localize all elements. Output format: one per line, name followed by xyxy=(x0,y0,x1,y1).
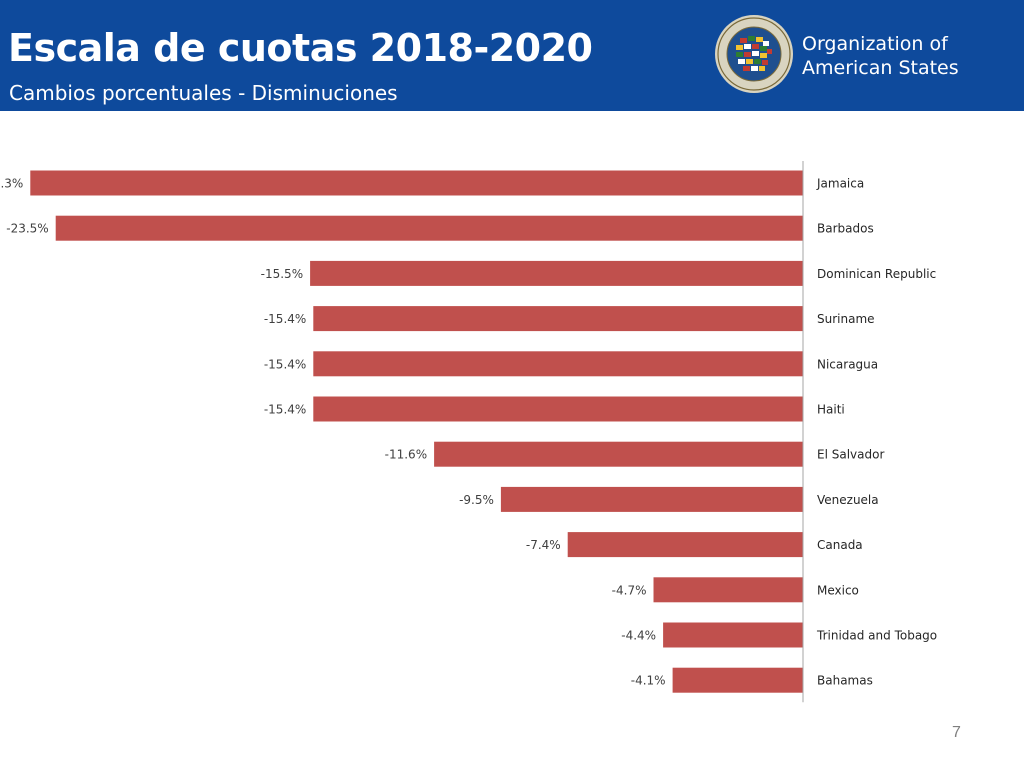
value-label: -11.6% xyxy=(385,448,427,462)
bar-suriname xyxy=(313,306,803,332)
oas-seal-icon xyxy=(715,15,793,93)
category-label: Jamaica xyxy=(816,177,864,191)
bar-bahamas xyxy=(672,667,803,693)
bars-layer xyxy=(30,170,804,693)
value-label: -4.4% xyxy=(621,629,656,643)
page-title: Escala de cuotas 2018-2020 xyxy=(8,26,593,70)
labels-layer: -24.3% Jamaica -23.5% Barbados -15.5% Dominic… xyxy=(0,177,937,688)
category-label: Barbados xyxy=(817,222,874,236)
bar-venezuela xyxy=(500,486,803,512)
value-label: -15.5% xyxy=(261,267,303,281)
category-label: Nicaragua xyxy=(817,357,878,371)
category-label: Mexico xyxy=(817,583,859,597)
bar-el-salvador xyxy=(434,441,803,467)
value-label: -15.4% xyxy=(264,312,306,326)
category-label: Dominican Republic xyxy=(817,267,936,281)
value-label: -4.1% xyxy=(631,674,666,688)
category-label: Trinidad and Tobago xyxy=(816,629,937,643)
category-label: El Salvador xyxy=(817,448,884,462)
bar-trinidad-and-tobago xyxy=(663,622,803,648)
bar-barbados xyxy=(55,215,803,241)
bar-nicaragua xyxy=(313,351,803,377)
header-bar: Escala de cuotas 2018-2020 Cambios porce… xyxy=(0,0,1024,111)
bar-dominican-republic xyxy=(310,260,803,286)
oas-logo: Organization of American States xyxy=(714,14,964,96)
org-name: Organization of American States xyxy=(802,32,959,80)
value-label: -7.4% xyxy=(526,538,561,552)
value-label: -23.5% xyxy=(6,222,48,236)
bar-canada xyxy=(567,532,803,558)
page-number: 7 xyxy=(952,724,961,741)
category-label: Bahamas xyxy=(817,674,873,688)
category-label: Venezuela xyxy=(817,493,879,507)
bar-mexico xyxy=(653,577,803,603)
value-label: -15.4% xyxy=(264,403,306,417)
value-label: -15.4% xyxy=(264,357,306,371)
category-label: Canada xyxy=(817,538,863,552)
page-subtitle: Cambios porcentuales - Disminuciones xyxy=(9,81,398,105)
category-label: Haiti xyxy=(817,403,845,417)
bar-haiti xyxy=(313,396,803,422)
value-label: -9.5% xyxy=(459,493,494,507)
value-label: -4.7% xyxy=(612,583,647,597)
org-name-line-2: American States xyxy=(802,57,959,79)
org-name-line-1: Organization of xyxy=(802,33,948,55)
value-label: -24.3% xyxy=(0,177,23,191)
category-label: Suriname xyxy=(817,312,875,326)
bar-chart: -24.3% Jamaica -23.5% Barbados -15.5% Dominic… xyxy=(0,161,937,703)
bar-jamaica xyxy=(30,170,804,196)
